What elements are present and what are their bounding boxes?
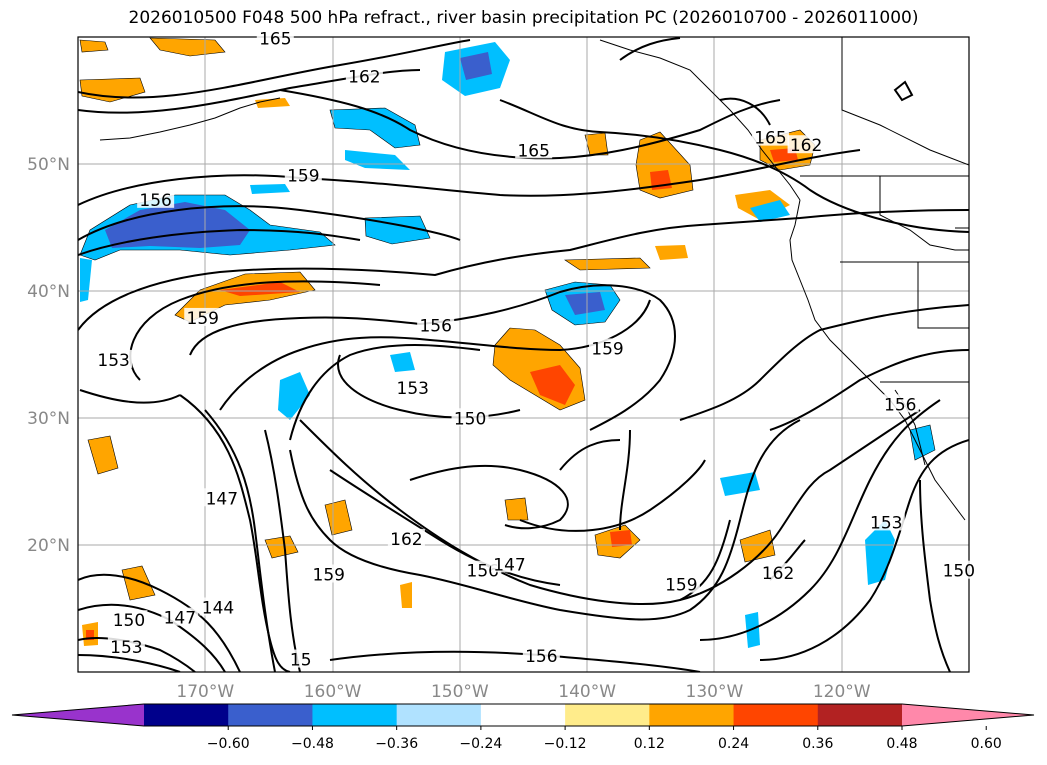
colorbar: −0.60 −0.48 −0.36 −0.24 −0.12 0.12 0.24 0.36 0.4…: [11, 703, 1035, 752]
contour-label-17: 147: [493, 555, 525, 575]
lon-label-2: 150°W: [431, 682, 489, 702]
contour-label-bg-6: [137, 189, 175, 208]
colorbar-segment-4: [396, 704, 482, 726]
colorbar-segment-10: [902, 704, 1034, 726]
lon-label-3: 140°W: [558, 682, 616, 702]
colorbar-tick-label-1: −0.48: [291, 736, 334, 752]
colorbar-tick-label-5: 0.12: [634, 736, 665, 752]
gridlines: [78, 37, 969, 672]
longitude-labels: 170°W 160°W 150°W 140°W 130°W 120°W: [176, 682, 870, 702]
contour-label-bg-28: [287, 649, 314, 668]
refractivity-contours: [78, 37, 969, 672]
contour-label-bg-10: [95, 349, 133, 368]
contour-label-bg-3: [751, 127, 789, 146]
contour-label-bg-14: [203, 488, 241, 507]
contour-label-11: 153: [397, 379, 429, 399]
contour-label-14: 147: [206, 489, 238, 509]
contour-label-19: 153: [870, 513, 902, 533]
contour-label-bg-25: [110, 610, 148, 629]
latitude-labels: 50°N 40°N 30°N 20°N: [27, 155, 70, 556]
lon-label-1: 160°W: [304, 682, 362, 702]
contour-label-bg-17: [490, 554, 528, 573]
colorbar-segment-7: [649, 704, 735, 726]
contour-label-bg-4: [787, 135, 825, 154]
contour-label-10: 153: [97, 351, 129, 371]
contour-label-9: 159: [591, 339, 623, 359]
contour-label-bg-21: [662, 574, 700, 593]
contour-label-bg-19: [867, 512, 905, 531]
colorbar-segment-1: [144, 704, 229, 726]
contour-label-bg-12: [451, 408, 489, 427]
contour-label-0: 165: [259, 30, 291, 50]
contour-label-bg-5: [284, 165, 322, 184]
contour-label-bg-23: [199, 597, 237, 616]
colorbar-tick-label-6: 0.24: [718, 736, 749, 752]
contour-label-bg-0: [256, 28, 294, 47]
colorbar-tick-label-8: 0.48: [886, 736, 917, 752]
colorbar-tick-label-9: 0.60: [971, 736, 1002, 752]
colorbar-segment-6: [565, 704, 650, 726]
lon-label-0: 170°W: [176, 682, 234, 702]
contour-label-15: 162: [390, 530, 422, 550]
contour-label-25: 150: [113, 611, 145, 631]
map-frame: [77, 36, 970, 673]
lat-label-2: 30°N: [27, 409, 70, 429]
contour-label-7: 159: [187, 309, 219, 329]
colorbar-segment-8: [733, 704, 819, 726]
lat-label-1: 40°N: [27, 282, 70, 302]
contour-label-18: 159: [313, 565, 345, 585]
colorbar-segment-0: [12, 704, 144, 726]
lon-label-4: 130°W: [686, 682, 744, 702]
contour-label-24: 147: [164, 609, 196, 629]
map-title: 2026010500 F048 500 hPa refract., river …: [128, 8, 919, 28]
contour-label-21: 159: [665, 576, 697, 596]
contour-label-22: 162: [762, 564, 794, 584]
colorbar-outline: [11, 703, 1035, 727]
lat-label-3: 20°N: [27, 536, 70, 556]
contour-label-bg-22: [759, 563, 797, 582]
contour-label-20: 150: [943, 562, 975, 582]
contour-label-5: 159: [287, 167, 319, 187]
contour-label-12: 150: [454, 409, 486, 429]
contour-label-bg-18: [310, 564, 348, 583]
colorbar-tick-label-3: −0.24: [459, 736, 502, 752]
contour-label-28: 15: [290, 651, 312, 671]
contour-label-27: 156: [525, 647, 557, 667]
contour-label-4: 162: [790, 136, 822, 156]
contour-label-8: 156: [419, 317, 451, 337]
colorbar-tick-label-0: −0.60: [207, 736, 250, 752]
contour-label-bg-13: [881, 394, 919, 413]
colorbar-segment-5: [480, 704, 566, 726]
contour-label-bg-24: [161, 607, 199, 626]
contour-label-3: 165: [754, 129, 786, 149]
lon-label-5: 120°W: [813, 682, 871, 702]
colorbar-segment-3: [312, 704, 398, 726]
contour-label-bg-1: [345, 66, 383, 85]
contour-label-bg-26: [107, 636, 145, 655]
contour-label-bg-9: [589, 338, 627, 357]
colorbar-tick-label-7: 0.36: [802, 736, 833, 752]
lat-label-0: 50°N: [27, 155, 70, 175]
contour-label-bg-11: [394, 377, 432, 396]
colorbar-segment-2: [228, 704, 313, 726]
contour-label-2: 165: [517, 141, 549, 161]
contour-label-bg-7: [184, 307, 222, 326]
contour-label-16: 156: [467, 562, 499, 582]
contour-label-6: 156: [139, 191, 171, 211]
contour-label-bg-2: [515, 140, 553, 159]
contour-label-13: 156: [884, 395, 916, 415]
contour-label-bg-20: [940, 560, 978, 579]
colorbar-tick-label-2: −0.36: [375, 736, 418, 752]
contour-label-23: 144: [202, 599, 234, 619]
contour-label-bg-8: [417, 315, 455, 334]
contour-label-1: 162: [348, 68, 380, 88]
contour-label-bg-27: [522, 645, 560, 664]
coastlines: [99, 37, 969, 521]
colorbar-tick-label-4: −0.12: [544, 736, 587, 752]
colorbar-segment-9: [817, 704, 903, 726]
contour-label-bg-15: [387, 528, 425, 547]
contour-label-26: 153: [110, 638, 142, 658]
